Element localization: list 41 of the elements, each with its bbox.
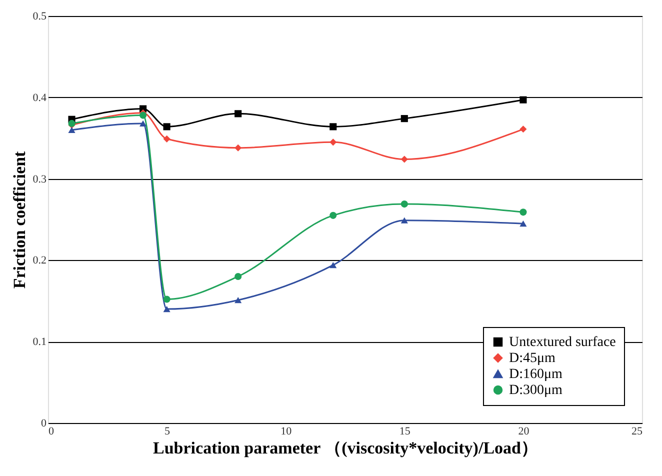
point	[140, 120, 147, 127]
y-tick-label: 0.5	[32, 10, 47, 22]
point	[330, 123, 337, 130]
point	[330, 212, 337, 219]
point	[330, 262, 337, 268]
point	[520, 220, 527, 227]
point	[400, 115, 408, 122]
x-tick-label: 0	[48, 426, 54, 438]
legend-label: D:300μm	[509, 383, 563, 398]
point	[520, 126, 527, 133]
point	[520, 96, 527, 104]
point	[234, 272, 242, 280]
point	[163, 123, 170, 130]
point	[234, 297, 242, 304]
x-tick-label: 10	[280, 426, 292, 438]
legend-label: Untextured surface	[509, 335, 616, 350]
y-tick-label: 0.3	[32, 173, 47, 186]
point	[400, 156, 408, 163]
y-tick-label: 0.1	[32, 336, 46, 348]
point	[400, 200, 408, 208]
x-tick-label: 15	[399, 426, 411, 438]
x-tick-label: 5	[164, 426, 171, 438]
legend-label: D:160μm	[509, 367, 563, 382]
point	[140, 112, 147, 119]
y-tick-label: 0.2	[32, 254, 46, 267]
y-tick-label: 0.4	[32, 92, 47, 104]
point	[163, 135, 170, 142]
x-tick-label: 20	[518, 426, 530, 438]
point	[400, 217, 408, 224]
point	[163, 296, 170, 303]
point	[330, 138, 337, 146]
y-tick-label: 0	[41, 418, 47, 430]
x-tick-label: 25	[632, 426, 643, 438]
point	[68, 126, 76, 134]
y-axis-title: Friction coefficient	[10, 150, 29, 289]
point	[234, 144, 242, 152]
point	[520, 208, 527, 216]
point	[234, 110, 242, 118]
legend-label: D:45μm	[509, 351, 556, 366]
point	[163, 306, 170, 312]
x-axis-title: Lubrication parameter （(viscosity*velocity)/Load）	[153, 438, 538, 458]
